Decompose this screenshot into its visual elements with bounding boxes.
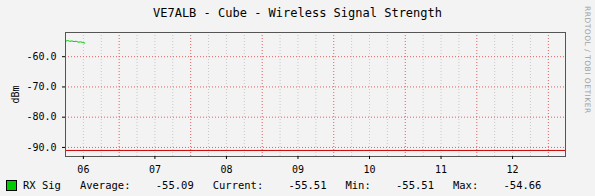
svg-text:-80.0: -80.0 xyxy=(26,111,56,122)
svg-text:12: 12 xyxy=(507,164,519,174)
svg-text:dBm: dBm xyxy=(10,85,21,103)
svg-text:-70.0: -70.0 xyxy=(26,81,56,92)
svg-text:11: 11 xyxy=(435,164,447,174)
svg-text:09: 09 xyxy=(292,164,304,174)
svg-text:07: 07 xyxy=(149,164,161,174)
html-text:RX Sig Average: -55.09 Current: RX Sig Average: -55.09 Current: -55.51 M… xyxy=(23,179,542,191)
html-text:RRDTOOL / TOBI OETIKER: RRDTOOL / TOBI OETIKER xyxy=(583,6,592,114)
svg-text:06: 06 xyxy=(77,164,89,174)
svg-text:10: 10 xyxy=(363,164,375,174)
html-text:VE7ALB - Cube - Wireless Signa: VE7ALB - Cube - Wireless Signal Strength xyxy=(153,6,442,20)
svg-text:08: 08 xyxy=(220,164,232,174)
svg-text:-60.0: -60.0 xyxy=(26,51,56,62)
svg-text:-90.0: -90.0 xyxy=(26,142,56,153)
